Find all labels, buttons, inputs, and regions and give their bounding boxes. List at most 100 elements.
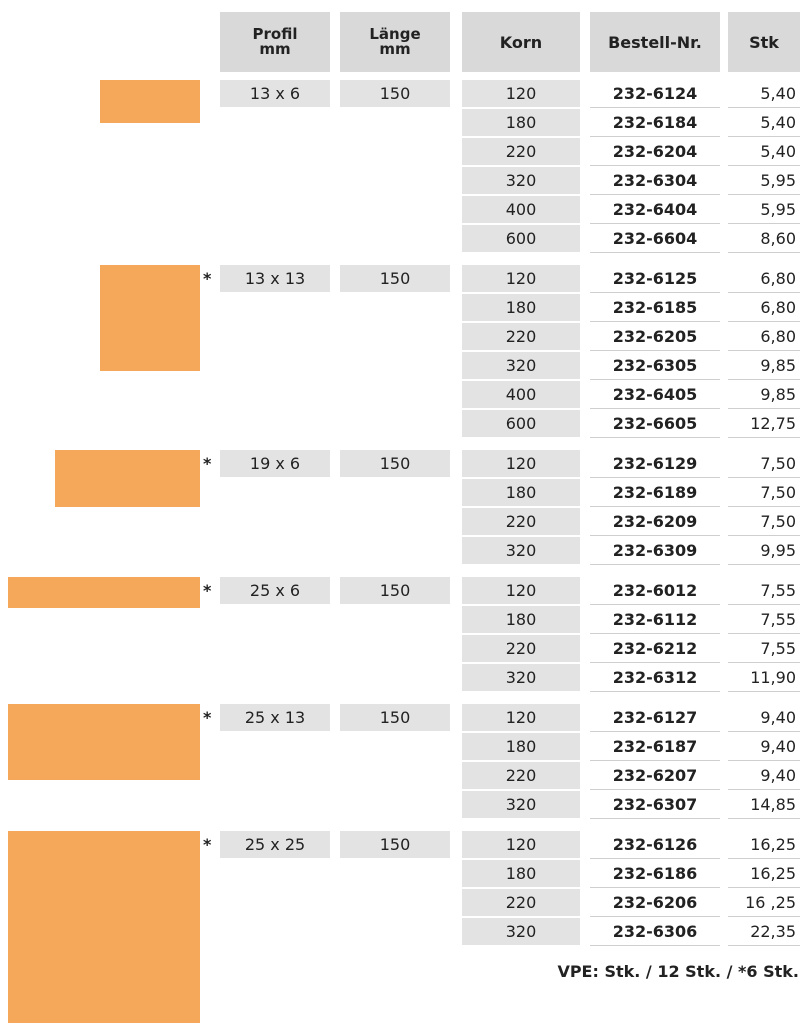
price: 6,80 — [728, 294, 800, 322]
mark: * — [203, 581, 212, 600]
price: 9,95 — [728, 537, 800, 565]
price: 9,40 — [728, 733, 800, 761]
header-cell: Korn — [462, 12, 580, 72]
order-number: 232-6209 — [590, 508, 720, 536]
korn: 180 — [462, 860, 580, 887]
order-number: 232-6305 — [590, 352, 720, 380]
price: 16,25 — [728, 860, 800, 888]
laenge: 150 — [340, 704, 450, 731]
header-text: Stk — [749, 32, 779, 52]
profil: 25 x 13 — [220, 704, 330, 731]
order-number: 232-6404 — [590, 196, 720, 224]
order-number: 232-6405 — [590, 381, 720, 409]
korn: 180 — [462, 109, 580, 136]
price: 16 ,25 — [728, 889, 800, 917]
order-number: 232-6112 — [590, 606, 720, 634]
price: 7,50 — [728, 450, 800, 478]
korn: 400 — [462, 381, 580, 408]
order-number: 232-6306 — [590, 918, 720, 946]
korn: 600 — [462, 225, 580, 252]
korn: 120 — [462, 265, 580, 292]
order-number: 232-6204 — [590, 138, 720, 166]
order-number: 232-6604 — [590, 225, 720, 253]
header-text: Profil — [252, 25, 298, 43]
korn: 220 — [462, 889, 580, 916]
order-number: 232-6605 — [590, 410, 720, 438]
korn: 180 — [462, 606, 580, 633]
price: 7,50 — [728, 508, 800, 536]
header-text: Korn — [499, 32, 543, 52]
header-cell: Länge mm — [340, 12, 450, 72]
order-number: 232-6129 — [590, 450, 720, 478]
header-text: mm — [259, 40, 291, 58]
order-number: 232-6185 — [590, 294, 720, 322]
korn: 180 — [462, 733, 580, 760]
profil: 19 x 6 — [220, 450, 330, 477]
order-number: 232-6124 — [590, 80, 720, 108]
profil: 25 x 25 — [220, 831, 330, 858]
order-number: 232-6206 — [590, 889, 720, 917]
profile-shape — [8, 831, 200, 1023]
header-cell: Stk — [728, 12, 800, 72]
korn: 120 — [462, 450, 580, 477]
price: 9,85 — [728, 381, 800, 409]
profil: 13 x 13 — [220, 265, 330, 292]
korn: 220 — [462, 762, 580, 789]
korn: 120 — [462, 577, 580, 604]
profil: 25 x 6 — [220, 577, 330, 604]
korn: 320 — [462, 791, 580, 818]
price: 5,40 — [728, 138, 800, 166]
price: 5,40 — [728, 109, 800, 137]
header-cell: Bestell-Nr. — [590, 12, 720, 72]
korn: 400 — [462, 196, 580, 223]
korn: 220 — [462, 138, 580, 165]
korn: 180 — [462, 294, 580, 321]
header-text: Länge — [369, 25, 421, 43]
profile-shape — [8, 704, 200, 780]
order-number: 232-6189 — [590, 479, 720, 507]
price: 9,40 — [728, 704, 800, 732]
price: 22,35 — [728, 918, 800, 946]
profile-shape — [100, 80, 200, 123]
price: 7,55 — [728, 577, 800, 605]
price: 6,80 — [728, 265, 800, 293]
profile-shape — [55, 450, 200, 507]
price: 6,80 — [728, 323, 800, 351]
price: 9,40 — [728, 762, 800, 790]
mark: * — [203, 708, 212, 727]
korn: 120 — [462, 831, 580, 858]
price: 7,55 — [728, 606, 800, 634]
price: 14,85 — [728, 791, 800, 819]
order-number: 232-6309 — [590, 537, 720, 565]
profile-shape — [100, 265, 200, 371]
order-number: 232-6212 — [590, 635, 720, 663]
price: 11,90 — [728, 664, 800, 692]
footer-note: VPE: Stk. / 12 Stk. / *6 Stk. — [557, 962, 799, 981]
header-cell: Profil mm — [220, 12, 330, 72]
price: 5,95 — [728, 196, 800, 224]
order-number: 232-6304 — [590, 167, 720, 195]
order-number: 232-6184 — [590, 109, 720, 137]
order-number: 232-6312 — [590, 664, 720, 692]
korn: 120 — [462, 704, 580, 731]
header-text: mm — [379, 40, 411, 58]
price: 12,75 — [728, 410, 800, 438]
laenge: 150 — [340, 80, 450, 107]
korn: 180 — [462, 479, 580, 506]
mark: * — [203, 269, 212, 288]
mark: * — [203, 454, 212, 473]
mark: * — [203, 835, 212, 854]
korn: 220 — [462, 323, 580, 350]
laenge: 150 — [340, 450, 450, 477]
korn: 220 — [462, 635, 580, 662]
header-text: Bestell-Nr. — [608, 32, 702, 52]
order-number: 232-6127 — [590, 704, 720, 732]
profil: 13 x 6 — [220, 80, 330, 107]
price: 16,25 — [728, 831, 800, 859]
korn: 320 — [462, 918, 580, 945]
korn: 320 — [462, 664, 580, 691]
laenge: 150 — [340, 265, 450, 292]
korn: 220 — [462, 508, 580, 535]
price: 8,60 — [728, 225, 800, 253]
price: 7,50 — [728, 479, 800, 507]
